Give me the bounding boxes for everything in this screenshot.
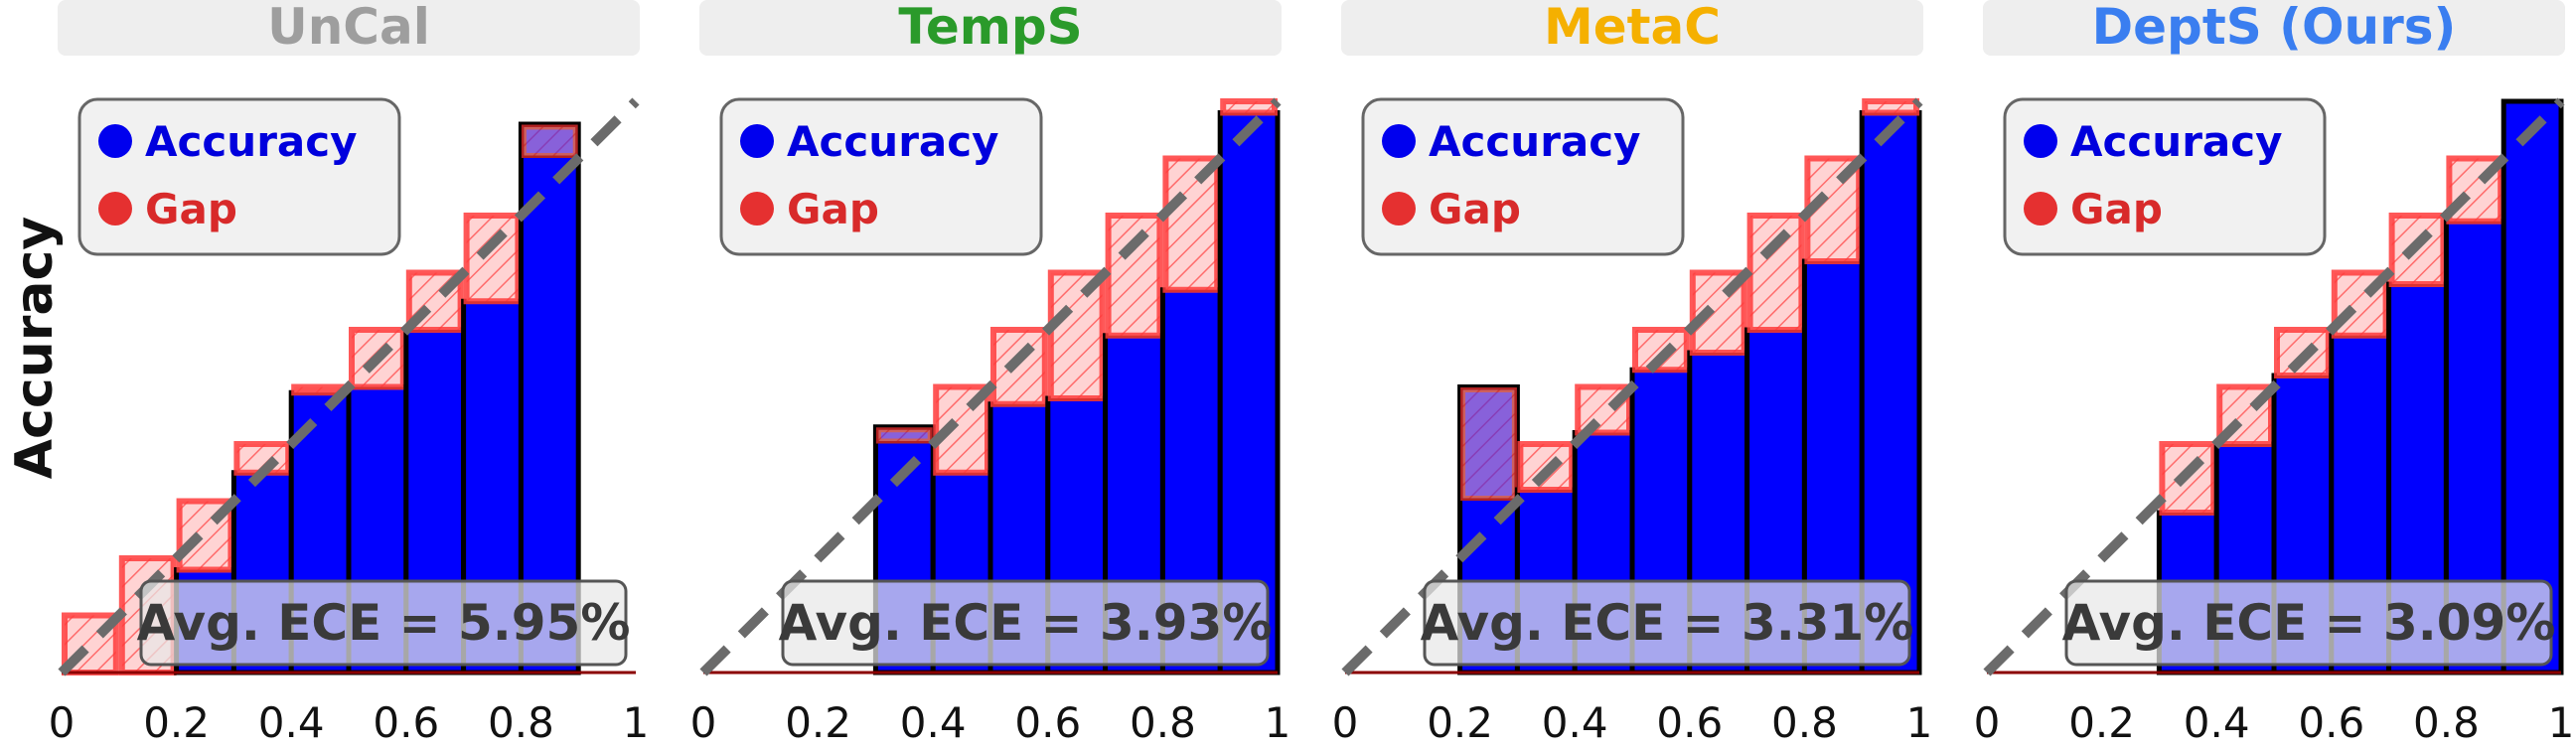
- legend-label-accuracy: Accuracy: [2070, 117, 2283, 166]
- gap-bar: [1220, 98, 1278, 116]
- legend-box: [2003, 97, 2327, 256]
- legend: Accuracy Gap: [77, 97, 401, 256]
- legend-label-gap: Gap: [2070, 185, 2163, 233]
- x-tick-label: 1: [2548, 698, 2575, 747]
- gap-bar: [1632, 327, 1690, 374]
- x-tick-label: 0.4: [2184, 698, 2250, 747]
- x-tick-label: 1: [1265, 698, 1291, 747]
- gap-bar: [1047, 269, 1106, 401]
- ece-annotation: Avg. ECE = 3.31%: [1421, 594, 1914, 652]
- panel-title-background: [699, 0, 1282, 56]
- x-tick-label: 0.8: [1130, 698, 1196, 747]
- gap-legend-icon: [740, 192, 774, 226]
- legend-label-gap: Gap: [1429, 185, 1521, 233]
- panels-container: UnCal Accuracy Gap Avg. ECE = 5.95% 0 0.2 0.4 0…: [49, 0, 2575, 747]
- ece-annotation: Avg. ECE = 5.95%: [137, 594, 631, 652]
- ece-annotation: Avg. ECE = 3.09%: [2062, 594, 2556, 652]
- legend-label-gap: Gap: [145, 185, 237, 233]
- ece-annotation: Avg. ECE = 3.93%: [779, 594, 1273, 652]
- x-tick-label: 0.6: [1656, 698, 1723, 747]
- perfect-calibration-line: [699, 97, 1282, 677]
- legend: Accuracy Gap: [719, 97, 1043, 256]
- accuracy-legend-icon: [2024, 124, 2057, 158]
- accuracy-legend-icon: [98, 124, 132, 158]
- legend: Accuracy Gap: [2003, 97, 2327, 256]
- x-tick-label: 0.4: [900, 698, 967, 747]
- ece-annotation-box: [139, 579, 628, 667]
- x-tick-label: 1: [1906, 698, 1933, 747]
- x-tick-label: 0.2: [785, 698, 851, 747]
- gap-legend-icon: [1382, 192, 1416, 226]
- accuracy-legend-icon: [740, 124, 774, 158]
- panel: MetaC Accuracy Gap Avg. ECE = 3.31% 0 0.2 0.4 0…: [1332, 0, 1933, 747]
- gap-legend-icon: [98, 192, 132, 226]
- x-tick-label: 1: [623, 698, 650, 747]
- gap-bar: [990, 327, 1048, 407]
- y-axis-label: Accuracy: [5, 217, 65, 479]
- gap-bar: [463, 213, 522, 305]
- ece-annotation-box: [2064, 579, 2553, 667]
- gap-bar: [1746, 213, 1805, 333]
- gap-bar: [1162, 155, 1221, 293]
- legend-label-accuracy: Accuracy: [145, 117, 358, 166]
- panel-title-background: [58, 0, 640, 56]
- x-tick-label: 0: [1974, 698, 2001, 747]
- panel-title: UnCal: [267, 0, 430, 56]
- ece-annotation-box: [1423, 579, 1911, 667]
- legend-label-accuracy: Accuracy: [787, 117, 999, 166]
- panel-title-background: [1341, 0, 1923, 56]
- gap-hatch: [1462, 389, 1515, 499]
- panel: TempS Accuracy Gap Avg. ECE = 3.93% 0 0.2 0.4 0…: [690, 0, 1291, 747]
- x-tick-label: 0.6: [2298, 698, 2364, 747]
- legend-box: [1361, 97, 1685, 256]
- x-tick-label: 0.6: [1014, 698, 1081, 747]
- x-tick-label: 0.2: [143, 698, 210, 747]
- legend-label-gap: Gap: [787, 185, 879, 233]
- gap-hatch: [878, 429, 931, 441]
- panel-title-background: [1983, 0, 2565, 56]
- ece-annotation-box: [781, 579, 1270, 667]
- panel: UnCal Accuracy Gap Avg. ECE = 5.95% 0 0.2 0.4 0…: [49, 0, 650, 747]
- x-tick-label: 0.4: [1542, 698, 1608, 747]
- legend: Accuracy Gap: [1361, 97, 1685, 256]
- panel-title: DeptS (Ours): [2092, 0, 2457, 56]
- x-tick-label: 0.2: [2068, 698, 2135, 747]
- x-tick-label: 0: [1332, 698, 1359, 747]
- accuracy-legend-icon: [1382, 124, 1416, 158]
- x-tick-label: 0.4: [258, 698, 325, 747]
- gap-legend-icon: [2024, 192, 2057, 226]
- gap-bar: [1105, 213, 1163, 339]
- gap-bar: [1862, 98, 1919, 116]
- panel-title: TempS: [898, 0, 1082, 56]
- perfect-calibration-line: [58, 97, 640, 677]
- panel-title: MetaC: [1544, 0, 1721, 56]
- x-tick-label: 0.6: [373, 698, 439, 747]
- x-tick-label: 0.8: [488, 698, 554, 747]
- perfect-calibration-line: [1983, 97, 2565, 677]
- accuracy-bar: [2500, 98, 2564, 676]
- x-tick-label: 0.8: [1771, 698, 1838, 747]
- x-tick-label: 0.8: [2413, 698, 2480, 747]
- x-tick-label: 0: [690, 698, 717, 747]
- gap-hatch: [524, 127, 576, 156]
- legend-label-accuracy: Accuracy: [1429, 117, 1641, 166]
- legend-box: [77, 97, 401, 256]
- perfect-calibration-line: [1341, 97, 1923, 677]
- x-tick-label: 0.2: [1427, 698, 1493, 747]
- panel: DeptS (Ours) Accuracy Gap Avg. ECE = 3.09% 0…: [1974, 0, 2575, 747]
- x-tick-label: 0: [49, 698, 76, 747]
- legend-box: [719, 97, 1043, 256]
